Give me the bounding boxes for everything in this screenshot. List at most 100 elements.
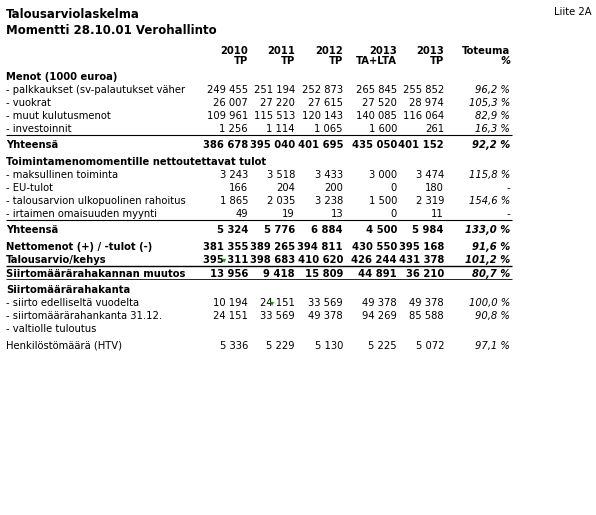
Text: 5 072: 5 072 bbox=[415, 341, 444, 351]
Text: Henkilöstömäärä (HTV): Henkilöstömäärä (HTV) bbox=[6, 341, 122, 351]
Text: 80,7 %: 80,7 % bbox=[472, 269, 510, 279]
Text: 0: 0 bbox=[391, 183, 397, 193]
Text: - vuokrat: - vuokrat bbox=[6, 98, 51, 108]
Text: 3 518: 3 518 bbox=[266, 170, 295, 180]
Text: 10 194: 10 194 bbox=[213, 298, 248, 308]
Text: 101,2 %: 101,2 % bbox=[465, 255, 510, 265]
Text: Talousarviolaskelma: Talousarviolaskelma bbox=[6, 8, 140, 21]
Text: Momentti 28.10.01 Verohallinto: Momentti 28.10.01 Verohallinto bbox=[6, 24, 216, 37]
Text: - talousarvion ulkopuolinen rahoitus: - talousarvion ulkopuolinen rahoitus bbox=[6, 196, 186, 206]
Text: 401 695: 401 695 bbox=[297, 140, 343, 150]
Text: 395 040: 395 040 bbox=[250, 140, 295, 150]
Text: Talousarvio/kehys: Talousarvio/kehys bbox=[6, 255, 107, 265]
Text: 94 269: 94 269 bbox=[362, 311, 397, 321]
Text: 13: 13 bbox=[330, 209, 343, 219]
Text: 24 151: 24 151 bbox=[260, 298, 295, 308]
Text: 33 569: 33 569 bbox=[308, 298, 343, 308]
Text: - valtiolle tuloutus: - valtiolle tuloutus bbox=[6, 324, 97, 334]
Text: 1 065: 1 065 bbox=[315, 124, 343, 134]
Text: 1 256: 1 256 bbox=[219, 124, 248, 134]
Text: Siirtomäärärahakannan muutos: Siirtomäärärahakannan muutos bbox=[6, 269, 185, 279]
Text: 395 311: 395 311 bbox=[203, 255, 248, 265]
Text: 435 050: 435 050 bbox=[352, 140, 397, 150]
Text: 13 956: 13 956 bbox=[210, 269, 248, 279]
Text: 251 194: 251 194 bbox=[254, 85, 295, 95]
Text: 381 355: 381 355 bbox=[203, 242, 248, 252]
Text: 19: 19 bbox=[283, 209, 295, 219]
Text: Siirtomäärärahakanta: Siirtomäärärahakanta bbox=[6, 285, 131, 295]
Text: 5 130: 5 130 bbox=[315, 341, 343, 351]
Text: 5 225: 5 225 bbox=[368, 341, 397, 351]
Text: 27 220: 27 220 bbox=[260, 98, 295, 108]
Text: Menot (1000 euroa): Menot (1000 euroa) bbox=[6, 72, 117, 82]
Text: TP: TP bbox=[430, 56, 444, 66]
Text: TP: TP bbox=[281, 56, 295, 66]
Text: ▾: ▾ bbox=[270, 298, 274, 307]
Text: - siirto edelliseltä vuodelta: - siirto edelliseltä vuodelta bbox=[6, 298, 139, 308]
Text: Toteuma: Toteuma bbox=[462, 46, 510, 56]
Text: - EU-tulot: - EU-tulot bbox=[6, 183, 53, 193]
Text: 33 569: 33 569 bbox=[260, 311, 295, 321]
Text: 15 809: 15 809 bbox=[305, 269, 343, 279]
Text: 5 229: 5 229 bbox=[266, 341, 295, 351]
Text: 85 588: 85 588 bbox=[409, 311, 444, 321]
Text: 2 319: 2 319 bbox=[415, 196, 444, 206]
Text: 5 336: 5 336 bbox=[219, 341, 248, 351]
Text: 3 243: 3 243 bbox=[220, 170, 248, 180]
Text: - investoinnit: - investoinnit bbox=[6, 124, 72, 134]
Text: 200: 200 bbox=[324, 183, 343, 193]
Text: 140 085: 140 085 bbox=[356, 111, 397, 121]
Text: 11: 11 bbox=[432, 209, 444, 219]
Text: Yhteensä: Yhteensä bbox=[6, 140, 58, 150]
Text: 252 873: 252 873 bbox=[302, 85, 343, 95]
Text: 5 324: 5 324 bbox=[216, 225, 248, 235]
Text: 9 418: 9 418 bbox=[263, 269, 295, 279]
Text: 2012: 2012 bbox=[315, 46, 343, 56]
Text: 115,8 %: 115,8 % bbox=[468, 170, 510, 180]
Text: 4 500: 4 500 bbox=[365, 225, 397, 235]
Text: 2010: 2010 bbox=[221, 46, 248, 56]
Text: 5 776: 5 776 bbox=[264, 225, 295, 235]
Text: 1 114: 1 114 bbox=[266, 124, 295, 134]
Text: 431 378: 431 378 bbox=[399, 255, 444, 265]
Text: TA+LTA: TA+LTA bbox=[356, 56, 397, 66]
Text: 24 151: 24 151 bbox=[213, 311, 248, 321]
Text: 3 000: 3 000 bbox=[369, 170, 397, 180]
Text: 0: 0 bbox=[391, 209, 397, 219]
Text: 91,6 %: 91,6 % bbox=[472, 242, 510, 252]
Text: 426 244: 426 244 bbox=[352, 255, 397, 265]
Text: 1 500: 1 500 bbox=[368, 196, 397, 206]
Text: 3 433: 3 433 bbox=[315, 170, 343, 180]
Text: 389 265: 389 265 bbox=[250, 242, 295, 252]
Text: 100,0 %: 100,0 % bbox=[468, 298, 510, 308]
Text: - siirtomäärärahankanta 31.12.: - siirtomäärärahankanta 31.12. bbox=[6, 311, 162, 321]
Text: 82,9 %: 82,9 % bbox=[475, 111, 510, 121]
Text: 120 143: 120 143 bbox=[302, 111, 343, 121]
Text: 6 884: 6 884 bbox=[311, 225, 343, 235]
Text: 386 678: 386 678 bbox=[203, 140, 248, 150]
Text: 180: 180 bbox=[425, 183, 444, 193]
Text: 430 550: 430 550 bbox=[352, 242, 397, 252]
Text: 105,3 %: 105,3 % bbox=[468, 98, 510, 108]
Text: 401 152: 401 152 bbox=[398, 140, 444, 150]
Text: -: - bbox=[507, 183, 510, 193]
Text: Yhteensä: Yhteensä bbox=[6, 225, 58, 235]
Text: 49 378: 49 378 bbox=[308, 311, 343, 321]
Text: 2013: 2013 bbox=[370, 46, 397, 56]
Text: Toimintamenomomentille nettoutettavat tulot: Toimintamenomomentille nettoutettavat tu… bbox=[6, 157, 266, 167]
Text: - palkkaukset (sv-palautukset väher: - palkkaukset (sv-palautukset väher bbox=[6, 85, 185, 95]
Text: 166: 166 bbox=[229, 183, 248, 193]
Text: 109 961: 109 961 bbox=[207, 111, 248, 121]
Text: 249 455: 249 455 bbox=[207, 85, 248, 95]
Text: 28 974: 28 974 bbox=[409, 98, 444, 108]
Text: 49: 49 bbox=[235, 209, 248, 219]
Text: 26 007: 26 007 bbox=[213, 98, 248, 108]
Text: 44 891: 44 891 bbox=[358, 269, 397, 279]
Text: 92,2 %: 92,2 % bbox=[472, 140, 510, 150]
Text: 27 520: 27 520 bbox=[362, 98, 397, 108]
Text: %: % bbox=[500, 56, 510, 66]
Text: 116 064: 116 064 bbox=[403, 111, 444, 121]
Text: ▾: ▾ bbox=[222, 255, 226, 264]
Text: Nettomenot (+) / -tulot (-): Nettomenot (+) / -tulot (-) bbox=[6, 242, 152, 252]
Text: 2 035: 2 035 bbox=[266, 196, 295, 206]
